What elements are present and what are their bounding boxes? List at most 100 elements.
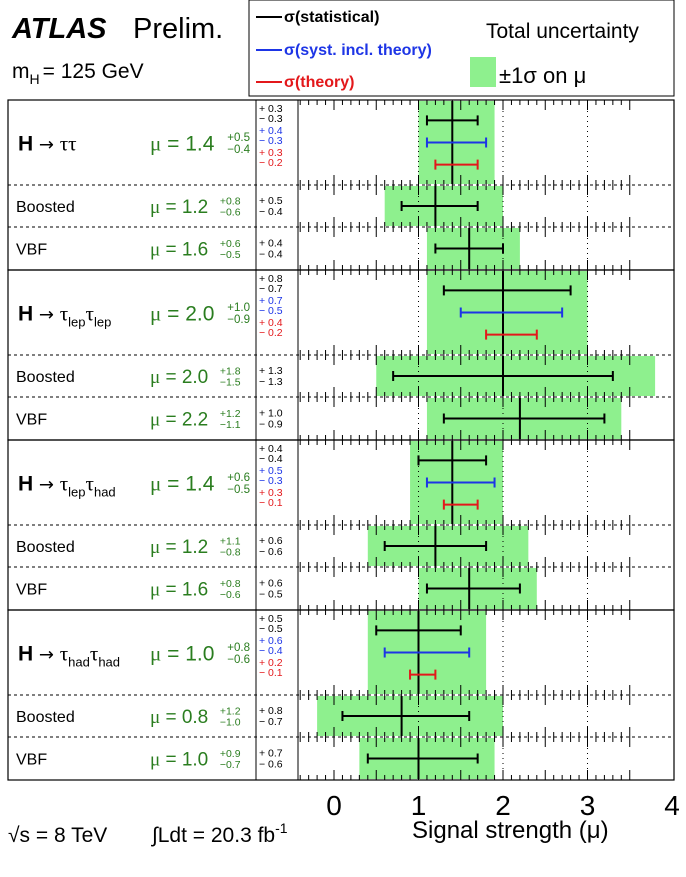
- group-2-category-mu-down: −1.1: [220, 420, 241, 431]
- group-4-err-down: − 0.5: [259, 623, 283, 635]
- group-1-category-err-down: − 0.4: [259, 249, 283, 261]
- group-4-category-label: Boosted: [16, 709, 75, 726]
- legend-total-label: Total uncertainty: [486, 20, 639, 43]
- group-3-category-err-up: + 0.6: [259, 535, 283, 547]
- group-1-err-up: + 0.3: [259, 103, 283, 115]
- group-2-err-down: − 0.5: [259, 305, 283, 317]
- group-1-mu-value: μ = 1.4: [150, 132, 215, 156]
- group-1-channel-label: H → ττ: [18, 132, 77, 156]
- legend-theory-label: σ(theory): [284, 74, 355, 91]
- group-3-category-mu-up: +1.1: [220, 536, 241, 547]
- group-2-err-down: − 0.7: [259, 283, 283, 295]
- atlas-label: ATLAS: [11, 13, 107, 45]
- group-1-err-down: − 0.2: [259, 157, 283, 169]
- group-2-category-err-down: − 1.3: [259, 376, 283, 388]
- group-4-category-err-up: + 0.8: [259, 705, 283, 717]
- group-3-category-mu: μ = 1.6: [150, 580, 208, 601]
- group-3-category-label: Boosted: [16, 539, 75, 556]
- group-4-category-mu-down: −1.0: [220, 717, 241, 728]
- x-tick-label: 2: [495, 790, 511, 821]
- group-4-mu-value-down: −0.6: [227, 654, 250, 666]
- group-1-err-down: − 0.3: [259, 135, 283, 147]
- group-3-category-mu-down: −0.6: [220, 590, 241, 601]
- group-2-mu-value: μ = 2.0: [150, 302, 214, 326]
- group-2-category-mu-up: +1.2: [220, 409, 241, 420]
- group-3-mu-value-down: −0.5: [227, 484, 250, 496]
- group-4-mu-value-up: +0.8: [227, 642, 250, 654]
- group-4-category-mu-up: +0.9: [220, 749, 241, 760]
- x-tick-label: 4: [664, 790, 680, 821]
- group-3-category-label: VBF: [16, 582, 47, 599]
- group-2-channel-label: H → τlepτlep: [18, 302, 111, 330]
- group-2-err-up: + 0.4: [259, 317, 283, 329]
- group-1-category-err-up: + 0.4: [259, 238, 283, 250]
- group-4-category-err-down: − 0.7: [259, 716, 283, 728]
- group-1-mu-value-up: +0.5: [227, 132, 250, 144]
- group-2-category-mu-down: −1.5: [220, 377, 241, 388]
- legend-band-swatch: [470, 57, 496, 87]
- group-4-category-err-up: + 0.7: [259, 748, 283, 760]
- group-4-category-err-down: − 0.6: [259, 759, 283, 771]
- group-1-category-err-down: − 0.4: [259, 206, 283, 218]
- group-1-category-label: VBF: [16, 242, 47, 259]
- group-4-err-down: − 0.4: [259, 645, 283, 657]
- group-1-category-label: Boosted: [16, 199, 75, 216]
- group-2-err-down: − 0.2: [259, 327, 283, 339]
- group-3-mu-value-up: +0.6: [227, 472, 250, 484]
- group-2-mu-value-up: +1.0: [227, 302, 250, 314]
- x-tick-label: 0: [326, 790, 342, 821]
- group-3-err-down: − 0.4: [259, 453, 283, 465]
- x-tick-label: 3: [580, 790, 596, 821]
- group-1-category-mu: μ = 1.6: [150, 240, 208, 261]
- mass-label: mH = 125 GeV: [12, 60, 144, 87]
- group-3-channel-label: H → τlepτhad: [18, 472, 116, 500]
- group-3-mu-value: μ = 1.4: [150, 472, 215, 496]
- group-4-channel-label: H → τhadτhad: [18, 642, 120, 670]
- group-1-category-mu-down: −0.5: [220, 250, 241, 261]
- group-3-category-err-down: − 0.5: [259, 589, 283, 601]
- group-1-err-up: + 0.4: [259, 125, 283, 137]
- group-3-category-err-down: − 0.6: [259, 546, 283, 558]
- energy-label: √s = 8 TeV: [8, 824, 107, 847]
- group-4-category-mu-up: +1.2: [220, 706, 241, 717]
- group-4-err-down: − 0.1: [259, 667, 283, 679]
- group-4-err-up: + 0.6: [259, 635, 283, 647]
- group-3-err-down: − 0.3: [259, 475, 283, 487]
- chart-rows: H → ττ μ = 1.4 +0.5−0.4+ 0.3− 0.3+ 0.4− 0.…: [7, 99, 680, 821]
- prelim-label: Prelim.: [133, 13, 223, 45]
- group-1-err-up: + 0.3: [259, 147, 283, 159]
- group-1-category-mu-down: −0.6: [220, 207, 241, 218]
- group-2-category-mu: μ = 2.2: [150, 410, 208, 431]
- group-2-category-mu: μ = 2.0: [150, 367, 208, 388]
- group-4-mu-value: μ = 1.0: [150, 642, 214, 666]
- group-3-category-mu: μ = 1.2: [150, 537, 208, 558]
- x-axis-title: Signal strength (μ): [412, 817, 609, 844]
- group-3-err-up: + 0.3: [259, 487, 283, 499]
- group-2-category-label: VBF: [16, 412, 47, 429]
- group-4-err-up: + 0.2: [259, 657, 283, 669]
- group-1-category-mu-up: +0.8: [220, 196, 241, 207]
- group-1-mu-value-down: −0.4: [227, 144, 250, 156]
- group-3-err-up: + 0.5: [259, 465, 283, 477]
- group-2-mu-value-down: −0.9: [227, 314, 250, 326]
- x-tick-label: 1: [411, 790, 427, 821]
- group-1-category-mu-up: +0.6: [220, 239, 241, 250]
- group-2-err-up: + 0.7: [259, 295, 283, 307]
- group-3-category-mu-up: +0.8: [220, 579, 241, 590]
- group-2-category-err-up: + 1.0: [259, 408, 283, 420]
- group-2-category-err-down: − 0.9: [259, 419, 283, 431]
- group-4-category-mu: μ = 1.0: [150, 750, 208, 771]
- group-3-err-up: + 0.4: [259, 443, 283, 455]
- group-3-err-down: − 0.1: [259, 497, 283, 509]
- lumi-label: ∫Ldt = 20.3 fb-1: [151, 820, 288, 847]
- group-1-category-mu: μ = 1.2: [150, 197, 208, 218]
- group-2-category-mu-up: +1.8: [220, 366, 241, 377]
- group-4-err-up: + 0.5: [259, 613, 283, 625]
- group-2-category-label: Boosted: [16, 369, 75, 386]
- group-3-category-err-up: + 0.6: [259, 578, 283, 590]
- group-2-category-err-up: + 1.3: [259, 365, 283, 377]
- group-1-category-err-up: + 0.5: [259, 195, 283, 207]
- legend-band-label: ±1σ on μ: [499, 63, 586, 88]
- group-2-err-up: + 0.8: [259, 273, 283, 285]
